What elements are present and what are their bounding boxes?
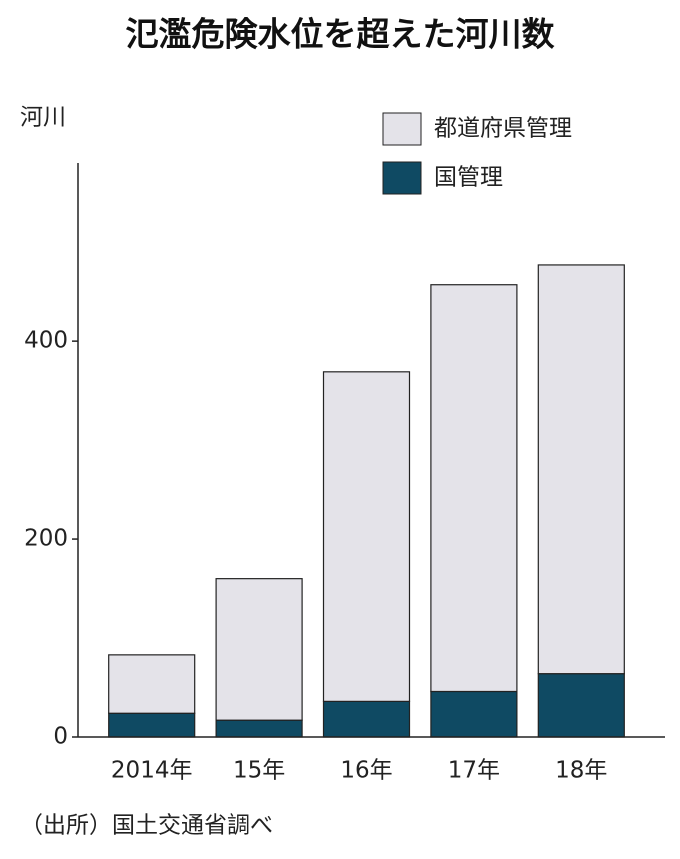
x-tick-label: 2014年 [111, 758, 193, 784]
y-axis-label: 河川 [20, 105, 66, 131]
x-tick-label: 18年 [555, 758, 607, 784]
x-tick-label: 16年 [340, 758, 392, 784]
bar-segment [537, 673, 625, 738]
y-tick-label: 200 [24, 526, 68, 552]
bar-segment [322, 371, 411, 702]
bar-segment [430, 284, 518, 693]
bar-segment [430, 690, 518, 738]
bar-segment [215, 578, 303, 721]
x-tick-label: 17年 [448, 758, 500, 784]
legend-swatch [382, 161, 422, 195]
bar-segment [537, 264, 625, 675]
source-note: （出所）国土交通省調べ [20, 813, 273, 839]
bar-segment [322, 700, 411, 738]
y-tick-label: 400 [24, 328, 68, 354]
bar-segment [215, 719, 303, 738]
legend-label: 都道府県管理 [434, 116, 572, 142]
chart-title: 氾濫危険水位を超えた河川数 [126, 15, 556, 54]
legend-swatch [382, 112, 422, 146]
bar-segment [108, 712, 196, 738]
bar-segment [108, 654, 196, 714]
x-tick-label: 15年 [233, 758, 285, 784]
y-tick-label: 0 [53, 724, 68, 750]
legend-label: 国管理 [434, 165, 503, 191]
